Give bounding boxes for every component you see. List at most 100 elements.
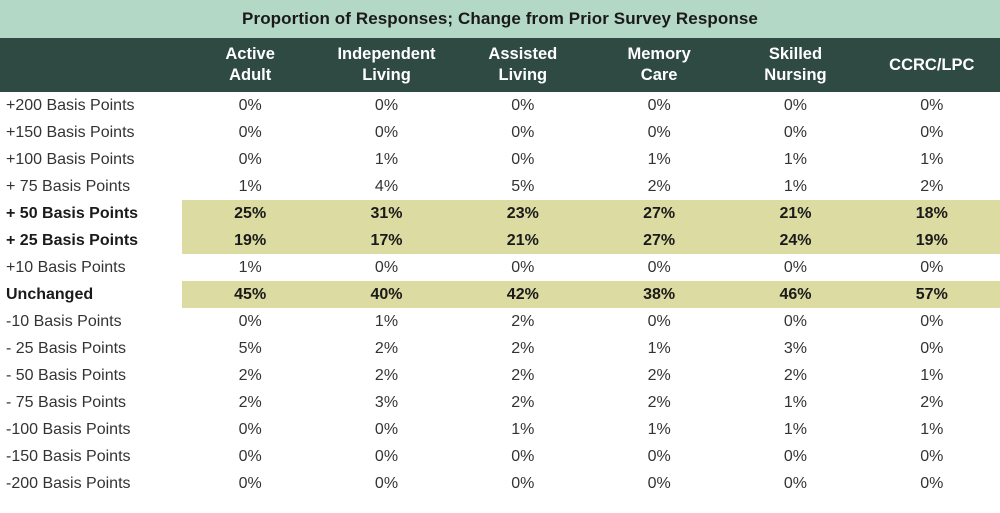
table-cell: 1%	[920, 150, 944, 168]
table-cell: 27%	[643, 231, 676, 249]
table-row: - 75 Basis Points 2% 3% 2% 2% 1% 2%	[0, 389, 1000, 416]
row-label: -200 Basis Points	[6, 474, 131, 492]
table-cell: 1%	[783, 177, 808, 195]
row-cells: 0% 0% 1% 1% 1% 1%	[182, 416, 1000, 443]
table-cell: 46%	[779, 285, 812, 303]
table-row: +150 Basis Points 0% 0% 0% 0% 0% 0%	[0, 119, 1000, 146]
table-cell: 2%	[238, 366, 262, 384]
column-header-line-2: Living	[498, 66, 548, 84]
table-cell: 2%	[783, 366, 808, 384]
table-cell: 0%	[920, 447, 944, 465]
table-cell: 0%	[647, 258, 671, 276]
table-cell: 0%	[238, 123, 262, 141]
table-cell: 0%	[238, 420, 262, 438]
table-row: - 25 Basis Points 5% 2% 2% 1% 3% 0%	[0, 335, 1000, 362]
row-label: -100 Basis Points	[6, 420, 131, 438]
table-cell: 2%	[374, 339, 399, 357]
table-cell: 2%	[920, 177, 944, 195]
table-row: + 75 Basis Points 1% 4% 5% 2% 1% 2%	[0, 173, 1000, 200]
table-cell: 25%	[234, 204, 267, 222]
column-header: Active Adult	[182, 44, 318, 86]
table-cell: 0%	[511, 123, 535, 141]
table-cell: 0%	[374, 420, 399, 438]
row-cells: 1% 4% 5% 2% 1% 2%	[182, 173, 1000, 200]
table-cell: 2%	[374, 366, 399, 384]
table-cell: 2%	[511, 312, 535, 330]
row-cells: 0% 0% 0% 0% 0% 0%	[182, 470, 1000, 497]
table-cell: 0%	[647, 447, 671, 465]
table-row: -100 Basis Points 0% 0% 1% 1% 1% 1%	[0, 416, 1000, 443]
table-cell: 5%	[238, 339, 262, 357]
column-header: Skilled Nursing	[727, 44, 863, 86]
table-cell: 1%	[920, 420, 944, 438]
table-cell: 0%	[374, 474, 399, 492]
table-cell: 1%	[374, 150, 399, 168]
table-cell: 38%	[643, 285, 676, 303]
column-header-line-1: Active	[225, 45, 275, 63]
table-cell: 0%	[511, 150, 535, 168]
row-label: + 25 Basis Points	[6, 231, 139, 249]
table-row: -10 Basis Points 0% 1% 2% 0% 0% 0%	[0, 308, 1000, 335]
row-cells: 0% 0% 0% 0% 0% 0%	[182, 443, 1000, 470]
table-cell: 1%	[783, 393, 808, 411]
row-label: - 50 Basis Points	[6, 366, 127, 384]
table-cell: 1%	[238, 177, 262, 195]
row-label: +100 Basis Points	[6, 150, 135, 168]
row-label: +10 Basis Points	[6, 258, 126, 276]
row-cells: 0% 1% 0% 1% 1% 1%	[182, 146, 1000, 173]
table-cell: 19%	[234, 231, 267, 249]
table-cell: 24%	[779, 231, 812, 249]
row-cells: 45% 40% 42% 38% 46% 57%	[182, 281, 1000, 308]
column-header: Independent Living	[318, 44, 454, 86]
table-cell: 1%	[783, 150, 808, 168]
table-cell: 0%	[374, 96, 399, 114]
row-cells: 2% 3% 2% 2% 1% 2%	[182, 389, 1000, 416]
table-cell: 31%	[370, 204, 403, 222]
table-cell: 0%	[647, 96, 671, 114]
row-label: + 75 Basis Points	[6, 177, 131, 195]
column-header-line-1: Assisted	[488, 45, 558, 63]
row-cells: 19% 17% 21% 27% 24% 19%	[182, 227, 1000, 254]
table-cell: 23%	[506, 204, 539, 222]
table-row: - 50 Basis Points 2% 2% 2% 2% 2% 1%	[0, 362, 1000, 389]
table-cell: 0%	[238, 474, 262, 492]
table-cell: 1%	[920, 366, 944, 384]
table-cell: 0%	[920, 96, 944, 114]
table-cell: 0%	[920, 312, 944, 330]
table-cell: 21%	[506, 231, 539, 249]
row-cells: 0% 0% 0% 0% 0% 0%	[182, 92, 1000, 119]
column-header-line-1: Memory	[627, 45, 691, 63]
row-cells: 1% 0% 0% 0% 0% 0%	[182, 254, 1000, 281]
table-cell: 0%	[647, 123, 671, 141]
table-cell: 0%	[374, 447, 399, 465]
table-cell: 57%	[915, 285, 948, 303]
table-row: +200 Basis Points 0% 0% 0% 0% 0% 0%	[0, 92, 1000, 119]
table-cell: 1%	[647, 150, 671, 168]
column-header: Assisted Living	[455, 44, 591, 86]
table-cell: 0%	[511, 447, 535, 465]
row-label: +200 Basis Points	[6, 96, 135, 114]
table-cell: 2%	[511, 393, 535, 411]
table-cell: 2%	[647, 366, 671, 384]
table-cell: 2%	[511, 339, 535, 357]
table-title: Proportion of Responses; Change from Pri…	[0, 0, 1000, 38]
table-cell: 0%	[920, 258, 944, 276]
table-cell: 0%	[647, 474, 671, 492]
table-cell: 0%	[238, 312, 262, 330]
row-label: -10 Basis Points	[6, 312, 122, 330]
table-cell: 0%	[238, 447, 262, 465]
table-cell: 0%	[783, 123, 808, 141]
column-header-line-2: Nursing	[764, 66, 827, 84]
row-label: -150 Basis Points	[6, 447, 131, 465]
table-cell: 21%	[779, 204, 812, 222]
table-cell: 45%	[234, 285, 267, 303]
table-cell: 42%	[506, 285, 539, 303]
table-cell: 0%	[647, 312, 671, 330]
table-cell: 0%	[511, 474, 535, 492]
table-cell: 0%	[783, 474, 808, 492]
row-cells: 0% 0% 0% 0% 0% 0%	[182, 119, 1000, 146]
row-cells: 0% 1% 2% 0% 0% 0%	[182, 308, 1000, 335]
row-label: Unchanged	[6, 285, 94, 303]
table-cell: 2%	[647, 393, 671, 411]
